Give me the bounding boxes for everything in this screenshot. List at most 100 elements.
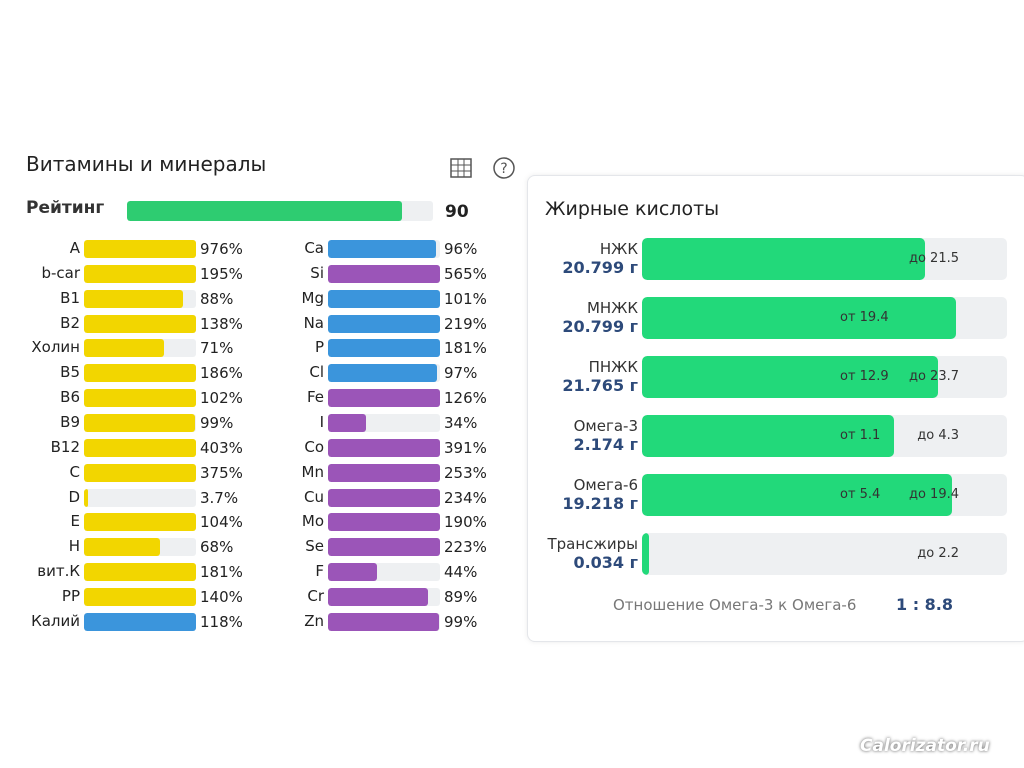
nutrient-track	[328, 264, 440, 283]
nutrient-bar	[328, 264, 440, 283]
nutrient-track	[328, 413, 440, 432]
acid-min: от 12.9	[840, 369, 889, 384]
nutrient-percent: 186%	[200, 364, 243, 383]
nutrient-bar	[328, 538, 440, 557]
nutrient-name: B12	[50, 437, 80, 456]
nutrient-percent: 96%	[444, 240, 478, 258]
nutrient-percent: 68%	[200, 538, 234, 557]
nutrient-name: Fe	[306, 388, 324, 407]
nutrient-percent: 976%	[200, 240, 243, 258]
nutrient-name: D	[68, 487, 80, 506]
acid-name: Омега-6	[573, 476, 638, 494]
nutrient-name: Zn	[304, 611, 324, 630]
nutrient-track	[328, 538, 440, 557]
nutrient-track	[84, 488, 196, 507]
nutrient-percent: 223%	[444, 538, 487, 557]
nutrient-percent: 190%	[444, 513, 487, 532]
nutrient-name: P	[314, 338, 324, 357]
nutrient-track	[328, 314, 440, 333]
nutrient-track	[84, 413, 196, 432]
nutrient-percent: 104%	[200, 513, 243, 532]
nutrient-percent: 101%	[444, 289, 487, 308]
nutrient-percent: 565%	[444, 264, 487, 283]
nutrient-bar	[84, 612, 196, 631]
panel-title: Жирные кислоты	[545, 198, 720, 220]
nutrient-name: Cu	[304, 487, 324, 506]
nutrient-bar	[328, 389, 440, 408]
acid-amount: 20.799 г	[562, 258, 638, 277]
nutrient-track	[84, 563, 196, 582]
nutrient-track	[328, 587, 440, 606]
nutrient-track	[328, 240, 440, 258]
ratio-label: Отношение Омега-3 к Омега-6	[613, 596, 857, 614]
acid-bar	[642, 238, 925, 280]
nutrient-track	[328, 463, 440, 482]
acid-bar	[642, 415, 894, 457]
acid-track: до 2.2	[642, 533, 1007, 575]
nutrient-bar	[84, 538, 161, 557]
nutrient-name: B5	[60, 363, 80, 382]
acid-track: от 5.4 до 19.4	[642, 474, 1007, 516]
table-icon[interactable]	[450, 157, 472, 179]
nutrient-percent: 118%	[200, 612, 243, 631]
nutrient-percent: 126%	[444, 389, 487, 408]
ratio-value: 1 : 8.8	[896, 595, 954, 614]
nutrient-name: A	[69, 239, 80, 257]
nutrient-bar	[328, 463, 440, 482]
nutrient-bar	[328, 413, 367, 432]
acid-max: до 23.7	[908, 369, 959, 384]
nutrient-track	[84, 438, 196, 457]
nutrient-name: Ca	[304, 239, 324, 257]
nutrient-track	[328, 612, 440, 631]
nutrient-name: Калий	[31, 611, 80, 630]
nutrient-bar	[84, 364, 196, 383]
nutrient-name: Cr	[307, 586, 324, 605]
nutrient-track	[84, 538, 196, 557]
nutrient-name: Co	[304, 437, 324, 456]
nutrient-percent: 181%	[444, 339, 487, 358]
acid-name: НЖК	[599, 240, 638, 258]
nutrient-percent: 97%	[444, 364, 478, 383]
acid-amount: 21.765 г	[562, 376, 638, 395]
nutrient-name: Na	[303, 313, 324, 332]
acid-name: ПНЖК	[588, 358, 638, 376]
rating-track	[127, 201, 433, 221]
nutrient-bar	[84, 413, 195, 432]
acid-track: от 19.4	[642, 297, 1007, 339]
nutrient-name: вит.К	[37, 562, 80, 581]
nutrient-percent: 102%	[200, 389, 243, 408]
nutrient-bar	[328, 612, 439, 631]
nutrient-track	[84, 314, 196, 333]
acid-bar	[642, 474, 953, 516]
nutrient-track	[328, 389, 440, 408]
nutrient-name: E	[70, 512, 80, 531]
nutrient-track	[328, 289, 440, 308]
nutrient-bar	[328, 587, 428, 606]
nutrient-percent: 219%	[444, 314, 487, 333]
nutrient-track	[84, 264, 196, 283]
acid-track: от 1.1 до 4.3	[642, 415, 1007, 457]
nutrient-name: Si	[310, 263, 324, 282]
nutrient-name: B1	[60, 288, 80, 307]
vitamins-panel: Витамины и минералы ? Рейтинг 90 A 976% b-…	[0, 130, 520, 640]
nutrient-track	[84, 587, 196, 606]
nutrient-bar	[328, 314, 440, 333]
nutrient-track	[328, 488, 440, 507]
nutrient-percent: 181%	[200, 563, 243, 582]
nutrient-track	[328, 563, 440, 582]
acid-track: от 12.9 до 23.7	[642, 356, 1007, 398]
nutrient-track	[84, 339, 196, 358]
acid-amount: 0.034 г	[573, 553, 638, 572]
acid-min: от 19.4	[840, 310, 889, 325]
nutrient-track	[84, 463, 196, 482]
nutrient-percent: 234%	[444, 488, 487, 507]
nutrient-bar	[84, 339, 164, 358]
acid-max: до 19.4	[908, 487, 959, 502]
nutrient-bar	[84, 389, 196, 408]
nutrient-name: Mo	[301, 512, 324, 531]
acid-max: до 21.5	[908, 251, 959, 266]
nutrient-track	[328, 513, 440, 532]
help-icon[interactable]: ?	[492, 156, 518, 180]
rating-value: 90	[445, 202, 469, 222]
nutrient-bar	[84, 488, 89, 507]
